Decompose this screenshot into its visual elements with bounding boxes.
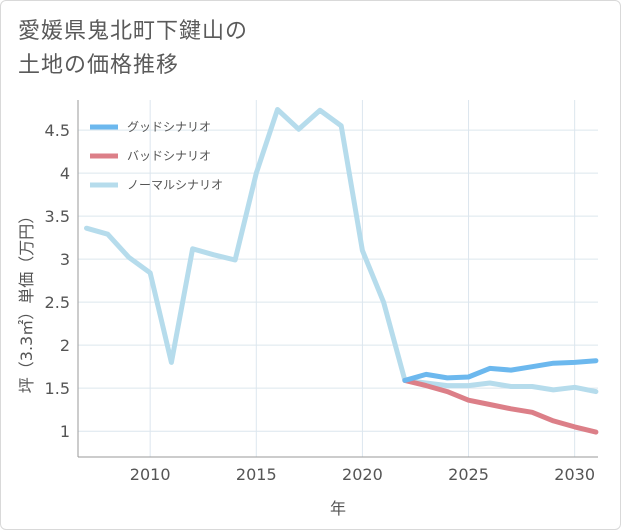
legend-label-0: グッドシナリオ bbox=[127, 120, 211, 134]
chart-title: 愛媛県鬼北町下鍵山の 土地の価格推移 bbox=[18, 15, 248, 83]
y-tick-label: 3 bbox=[60, 250, 70, 269]
y-tick-label: 4 bbox=[60, 164, 70, 183]
y-tick-label: 1 bbox=[60, 422, 70, 441]
y-tick-label: 1.5 bbox=[45, 379, 70, 398]
y-tick-label: 2.5 bbox=[45, 293, 70, 312]
y-tick-label: 2 bbox=[60, 336, 70, 355]
chart-title-line-1: 愛媛県鬼北町下鍵山の bbox=[18, 19, 249, 44]
legend-label-2: ノーマルシナリオ bbox=[127, 178, 223, 192]
series-line-1 bbox=[402, 377, 599, 435]
x-axis-title: 年 bbox=[330, 499, 346, 518]
y-tick-label: 3.5 bbox=[45, 207, 70, 226]
legend-label-1: バッドシナリオ bbox=[127, 149, 211, 163]
y-axis-title: 坪（3.3㎡）単価（万円） bbox=[17, 208, 36, 393]
x-tick-label: 2025 bbox=[448, 465, 489, 484]
chart-title-line-2: 土地の価格推移 bbox=[18, 53, 180, 78]
series-line-2 bbox=[84, 107, 599, 395]
y-tick-label: 4.5 bbox=[45, 121, 70, 140]
x-tick-label: 2030 bbox=[554, 465, 595, 484]
series-line-0 bbox=[402, 358, 599, 383]
x-tick-label: 2020 bbox=[342, 465, 383, 484]
x-tick-label: 2010 bbox=[130, 465, 171, 484]
x-tick-label: 2015 bbox=[236, 465, 277, 484]
